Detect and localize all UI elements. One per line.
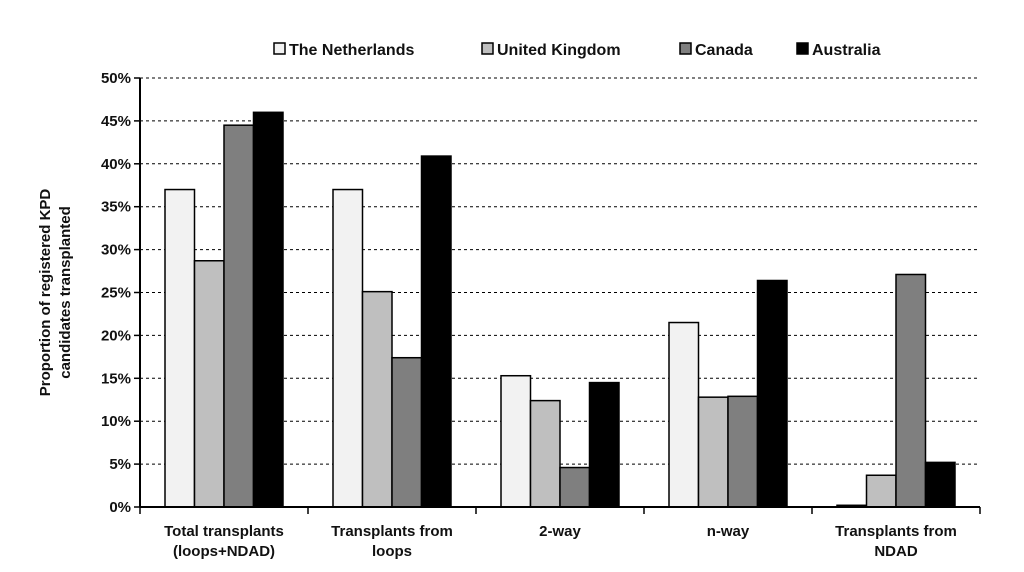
y-tick-label: 0% [109,499,131,516]
bars [164,111,956,508]
x-category-label: NDAD [874,543,917,560]
legend: The Netherlands United Kingdom Canada Austr… [273,42,881,59]
legend-swatch [481,42,494,55]
x-axis-labels: Total transplants (loops+NDAD) Transplants… [164,523,957,560]
y-tick-label: 25% [101,285,131,302]
y-tick-label: 45% [101,113,131,130]
bar-united-kingdom [193,260,225,508]
bar-the-netherlands [668,321,700,508]
bar-canada [391,356,423,508]
bar-united-kingdom [361,290,393,508]
y-tick-label: 20% [101,327,131,344]
x-category-label: n-way [707,523,750,540]
bar-the-netherlands [500,374,532,508]
y-tick-label: 5% [109,456,131,473]
bar-australia [588,381,620,508]
bar-united-kingdom [529,399,561,508]
y-tick-label: 15% [101,370,131,387]
y-tick-label: 40% [101,156,131,173]
y-tick-label: 50% [101,70,131,87]
legend-swatch [679,42,692,55]
legend-label: The Netherlands [289,42,414,59]
bar-united-kingdom [865,474,897,508]
x-category-label: Total transplants [164,523,284,540]
y-axis-title-line: candidates transplanted [57,206,74,379]
axes [139,78,981,514]
bar-australia [420,155,452,508]
legend-swatch [273,42,286,55]
legend-label: Australia [812,42,881,59]
y-tick-label: 10% [101,413,131,430]
bar-canada [727,395,759,508]
y-axis-title: Proportion of registered KPD candidates t… [37,189,74,397]
x-category-label: loops [372,543,412,560]
y-tick-label: 35% [101,199,131,216]
bar-australia [252,111,284,508]
bar-canada [895,273,927,508]
bar-the-netherlands [332,188,364,508]
bar-the-netherlands [164,188,196,508]
y-axis-ticks: 0% 5% 10% 15% 20% 25% 30% 35% 40% 45% 50% [101,70,140,516]
bar-canada [559,466,591,508]
x-category-label: 2-way [539,523,581,540]
x-category-label: Transplants from [835,523,957,540]
y-tick-label: 30% [101,242,131,259]
legend-label: Canada [695,42,753,59]
legend-label: United Kingdom [497,42,621,59]
bar-united-kingdom [697,396,729,508]
legend-swatch [796,42,809,55]
y-axis-title-line: Proportion of registered KPD [37,189,54,397]
bar-australia [924,461,956,508]
x-category-label: (loops+NDAD) [173,543,275,560]
bar-canada [223,124,255,508]
bar-australia [756,279,788,508]
x-category-label: Transplants from [331,523,453,540]
